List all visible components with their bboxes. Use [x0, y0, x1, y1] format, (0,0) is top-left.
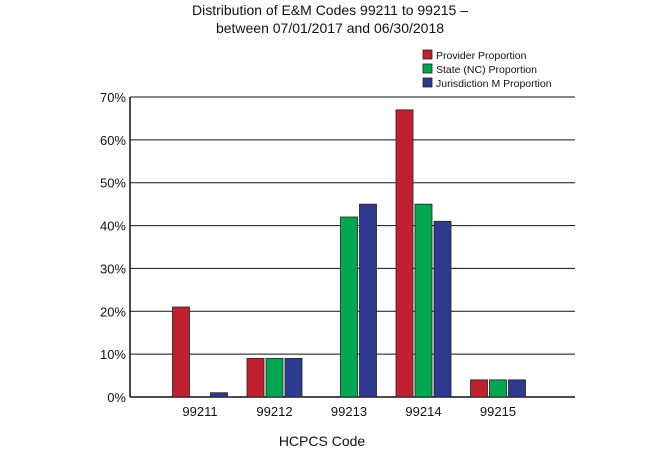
x-tick-label: 99214: [405, 404, 441, 419]
y-tick-label: 0%: [107, 390, 126, 405]
y-tick-label: 60%: [100, 133, 126, 148]
bar-99214-series-1: [414, 203, 433, 398]
legend-label: Provider Proportion: [436, 50, 527, 62]
legend-label: Jurisdiction M Proportion: [436, 78, 552, 90]
x-tick-label: 99212: [256, 404, 292, 419]
legend-label: State (NC) Proportion: [436, 64, 537, 76]
x-tick-label: 99211: [182, 404, 217, 419]
x-axis-label: HCPCS Code: [279, 433, 366, 449]
legend-swatch: [422, 63, 433, 74]
legend: Provider Proportion State (NC) Proportion…: [422, 49, 552, 90]
legend-swatch: [422, 77, 433, 88]
y-tick-label: 70%: [100, 90, 126, 105]
x-tick-label: 99213: [331, 404, 367, 419]
y-tick-label: 10%: [100, 347, 126, 362]
bar-99214-series-0: [395, 109, 414, 398]
bar-99211-series-2: [210, 392, 228, 398]
bar-99215-series-2: [508, 379, 526, 398]
bar-99213-series-2: [359, 203, 377, 398]
y-tick-label: 30%: [100, 261, 126, 276]
bar-99212-series-1: [265, 358, 284, 398]
y-tick-label: 20%: [100, 304, 126, 319]
legend-swatch: [422, 49, 433, 60]
x-tick-label: 99215: [480, 404, 516, 419]
chart-title-line-2: between 07/01/2017 and 06/30/2018: [216, 20, 444, 36]
bar-99215-series-1: [489, 379, 507, 398]
y-tick-label: 50%: [100, 176, 126, 191]
bar-99212-series-0: [246, 358, 265, 398]
bar-99215-series-0: [470, 379, 488, 398]
bar-99213-series-1: [340, 216, 358, 398]
y-tick-label: 40%: [100, 219, 126, 234]
bar-99212-series-2: [284, 358, 303, 398]
bar-99211-series-0: [172, 306, 190, 398]
bar-99214-series-2: [433, 220, 452, 398]
chart-title-line-1: Distribution of E&M Codes 99211 to 99215…: [192, 2, 468, 18]
